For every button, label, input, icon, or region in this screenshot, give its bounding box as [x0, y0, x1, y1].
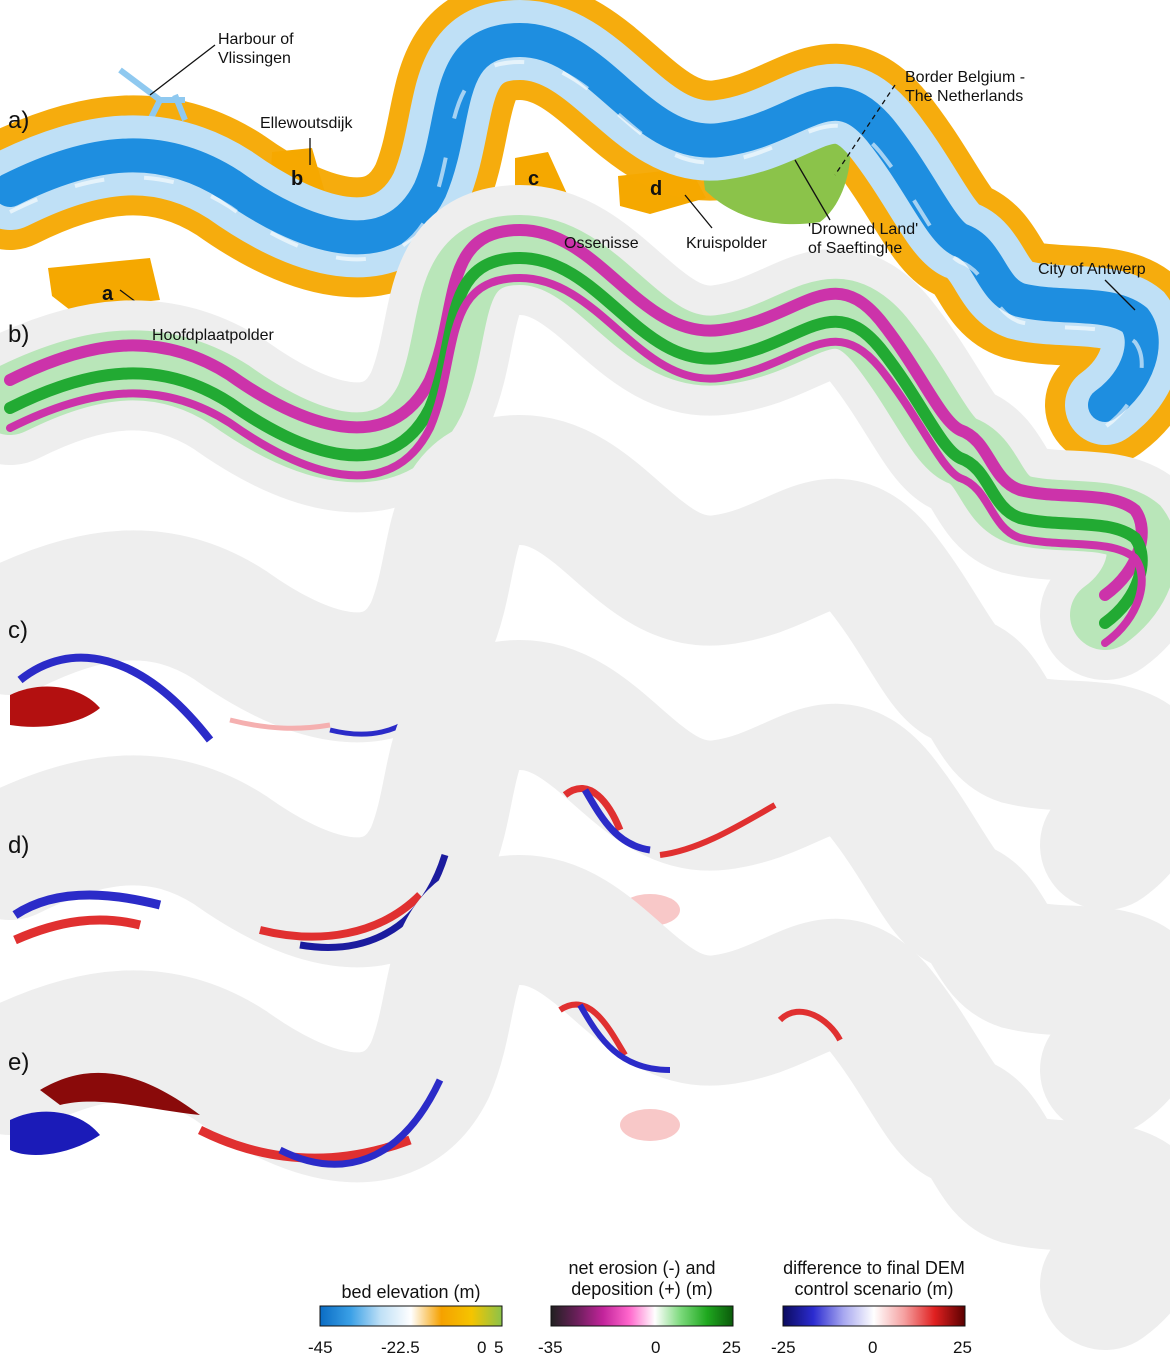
diff-pair-1: [562, 785, 624, 832]
diff-negative-band: [12, 890, 162, 919]
label-ossenisse: Ossenisse: [564, 235, 639, 252]
diff-positive-strong: [40, 1072, 200, 1115]
polder-label-d: d: [650, 178, 663, 200]
panel-d-map: [10, 705, 1142, 1070]
label-hoofdplaatpolder: Hoofdplaatpolder: [152, 327, 274, 344]
label-kruispolder: Kruispolder: [686, 235, 767, 252]
diff-pair-2: [581, 788, 651, 854]
diff-pair-3: [659, 802, 777, 858]
polder-a: [48, 258, 160, 310]
tick-diff-max: 25: [953, 1338, 972, 1357]
diff-positive-band-2: [259, 892, 423, 941]
tick-ero-zero: 0: [651, 1338, 661, 1357]
label-harbour-vlissingen: Harbour of Vlissingen: [218, 31, 294, 67]
tick-elev-mid: -22.5: [381, 1338, 420, 1357]
colorbar-erosion-deposition: [550, 1305, 734, 1327]
diff-pair-2: [577, 1003, 671, 1073]
diff-positive-patch: [10, 686, 100, 727]
label-border: Border Belgium - The Netherlands: [905, 69, 1026, 105]
tick-elev-max: 5: [494, 1338, 504, 1357]
diff-patch-polder: [620, 1109, 680, 1141]
colorbar-title-bed-elevation: bed elevation (m): [341, 1282, 481, 1302]
diff-pair-3: [777, 1008, 843, 1042]
tick-ero-min: -35: [538, 1338, 563, 1357]
tick-elev-zero: 0: [477, 1338, 487, 1357]
tick-diff-zero: 0: [868, 1338, 878, 1357]
colorbar-bed-elevation: [319, 1305, 503, 1327]
polder-label-c: c: [528, 168, 540, 190]
diff-negative-band-2: [299, 853, 449, 951]
diff-pair-1: [558, 1001, 628, 1057]
label-ellewoutsdijk: Ellewoutsdijk: [260, 115, 353, 132]
colorbar-dem-difference: [782, 1305, 966, 1327]
colorbar-title-erosion: net erosion (-) and deposition (+) (m): [568, 1258, 716, 1299]
panel-label-c: c): [8, 617, 28, 644]
colorbars: [319, 1305, 966, 1327]
panel-e-map: [10, 920, 1142, 1285]
panel-label-a: a): [8, 107, 30, 134]
polder-label-b: b: [291, 168, 304, 190]
tick-elev-min: -45: [308, 1338, 333, 1357]
diff-negative-band: [17, 653, 214, 743]
tick-ero-max: 25: [722, 1338, 741, 1357]
diff-positive-band: [13, 915, 142, 945]
diff-negative-band: [278, 1078, 444, 1168]
diff-positive-band: [229, 717, 331, 731]
tick-diff-min: -25: [771, 1338, 796, 1357]
label-saeftinghe: 'Drowned Land' of Saeftinghe: [808, 221, 919, 257]
panel-label-e: e): [8, 1049, 30, 1076]
panel-label-d: d): [8, 832, 30, 859]
panel-label-b: b): [8, 321, 30, 348]
colorbar-title-difference: difference to final DEM control scenario…: [783, 1258, 965, 1299]
polder-label-a: a: [102, 283, 114, 305]
diff-negative-strong: [10, 1111, 100, 1155]
label-antwerp: City of Antwerp: [1038, 261, 1146, 278]
